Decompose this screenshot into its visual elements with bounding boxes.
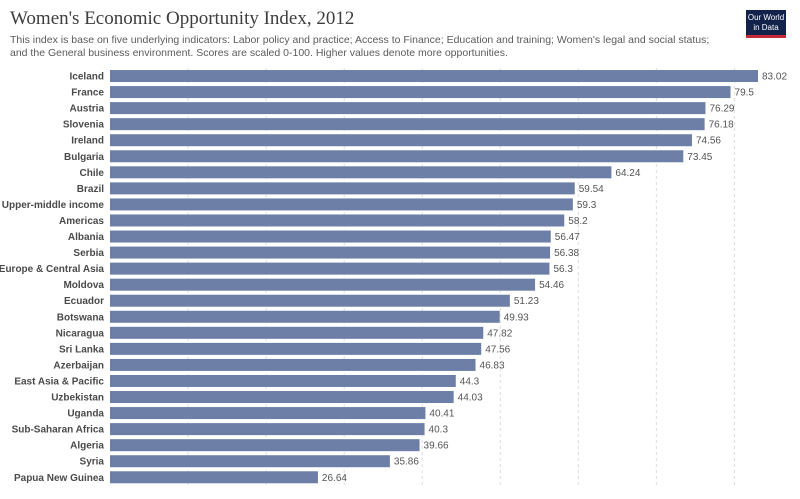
value-label: 56.38 (554, 248, 579, 259)
chart-title: Women's Economic Opportunity Index, 2012 (10, 8, 355, 29)
bar[interactable] (110, 198, 573, 211)
bar[interactable] (110, 70, 758, 83)
value-label: 79.5 (735, 88, 755, 99)
value-label: 64.24 (615, 168, 640, 179)
bar[interactable] (110, 214, 565, 227)
category-label: Brazil (77, 184, 104, 195)
owid-logo[interactable]: Our World in Data (746, 10, 786, 38)
value-label: 26.64 (322, 473, 347, 484)
bar[interactable] (110, 455, 390, 468)
category-label: Azerbaijan (53, 360, 104, 371)
category-label: Europe & Central Asia (0, 264, 104, 275)
value-label: 44.3 (460, 376, 480, 387)
bar[interactable] (110, 342, 482, 355)
value-label: 74.56 (696, 136, 721, 147)
value-label: 47.82 (487, 328, 512, 339)
bar[interactable] (110, 358, 476, 371)
value-label: 40.3 (429, 425, 449, 436)
bar[interactable] (110, 407, 426, 420)
value-label: 46.83 (480, 360, 505, 371)
bar[interactable] (110, 246, 551, 259)
value-label: 35.86 (394, 457, 419, 468)
category-label: Sub-Saharan Africa (12, 425, 105, 436)
category-label: Upper-middle income (2, 200, 105, 211)
category-label: East Asia & Pacific (14, 376, 104, 387)
bar[interactable] (110, 439, 420, 452)
value-label: 59.54 (579, 184, 604, 195)
category-label: Syria (80, 457, 105, 468)
category-label: Sri Lanka (59, 344, 104, 355)
bar[interactable] (110, 326, 484, 339)
category-label: Papua New Guinea (14, 473, 104, 484)
category-label: Uganda (67, 409, 104, 420)
bar[interactable] (110, 374, 456, 387)
category-label: Iceland (70, 72, 104, 83)
category-label: Algeria (70, 441, 104, 452)
bar[interactable] (110, 150, 684, 163)
category-label: France (71, 88, 104, 99)
value-label: 51.23 (514, 296, 539, 307)
bar[interactable] (110, 294, 510, 307)
value-label: 49.93 (504, 312, 529, 323)
bar[interactable] (110, 278, 536, 291)
bar[interactable] (110, 118, 705, 131)
bar[interactable] (110, 86, 731, 99)
value-label: 73.45 (687, 152, 712, 163)
category-label: Austria (70, 104, 105, 115)
value-label: 76.18 (709, 120, 734, 131)
value-label: 54.46 (539, 280, 564, 291)
value-label: 56.47 (555, 232, 580, 243)
category-label: Moldova (63, 280, 104, 291)
bar[interactable] (110, 230, 551, 243)
bar[interactable] (110, 310, 500, 323)
bar[interactable] (110, 182, 575, 195)
value-label: 83.02 (762, 72, 787, 83)
value-label: 56.3 (553, 264, 573, 275)
category-label: Albania (68, 232, 105, 243)
bar[interactable] (110, 166, 612, 179)
value-label: 40.41 (429, 409, 454, 420)
bar[interactable] (110, 391, 454, 404)
category-label: Americas (59, 216, 104, 227)
value-label: 39.66 (424, 441, 449, 452)
value-label: 44.03 (458, 393, 483, 404)
bar[interactable] (110, 102, 706, 115)
category-label: Bulgaria (64, 152, 104, 163)
bar[interactable] (110, 423, 425, 436)
chart-subtitle: This index is base on five underlying in… (10, 34, 710, 59)
value-label: 76.29 (709, 104, 734, 115)
category-label: Slovenia (63, 120, 105, 131)
category-label: Ecuador (64, 296, 104, 307)
bar[interactable] (110, 262, 550, 275)
category-label: Uzbekistan (51, 393, 104, 404)
logo-line-2: in Data (753, 22, 779, 32)
category-label: Chile (80, 168, 105, 179)
bar[interactable] (110, 134, 692, 147)
value-label: 59.3 (577, 200, 597, 211)
bar[interactable] (110, 471, 318, 484)
value-label: 58.2 (568, 216, 588, 227)
category-label: Serbia (73, 248, 104, 259)
category-label: Ireland (71, 136, 104, 147)
category-label: Nicaragua (56, 328, 105, 339)
category-label: Botswana (57, 312, 105, 323)
logo-line-1: Our World (747, 13, 785, 22)
value-label: 47.56 (485, 344, 510, 355)
